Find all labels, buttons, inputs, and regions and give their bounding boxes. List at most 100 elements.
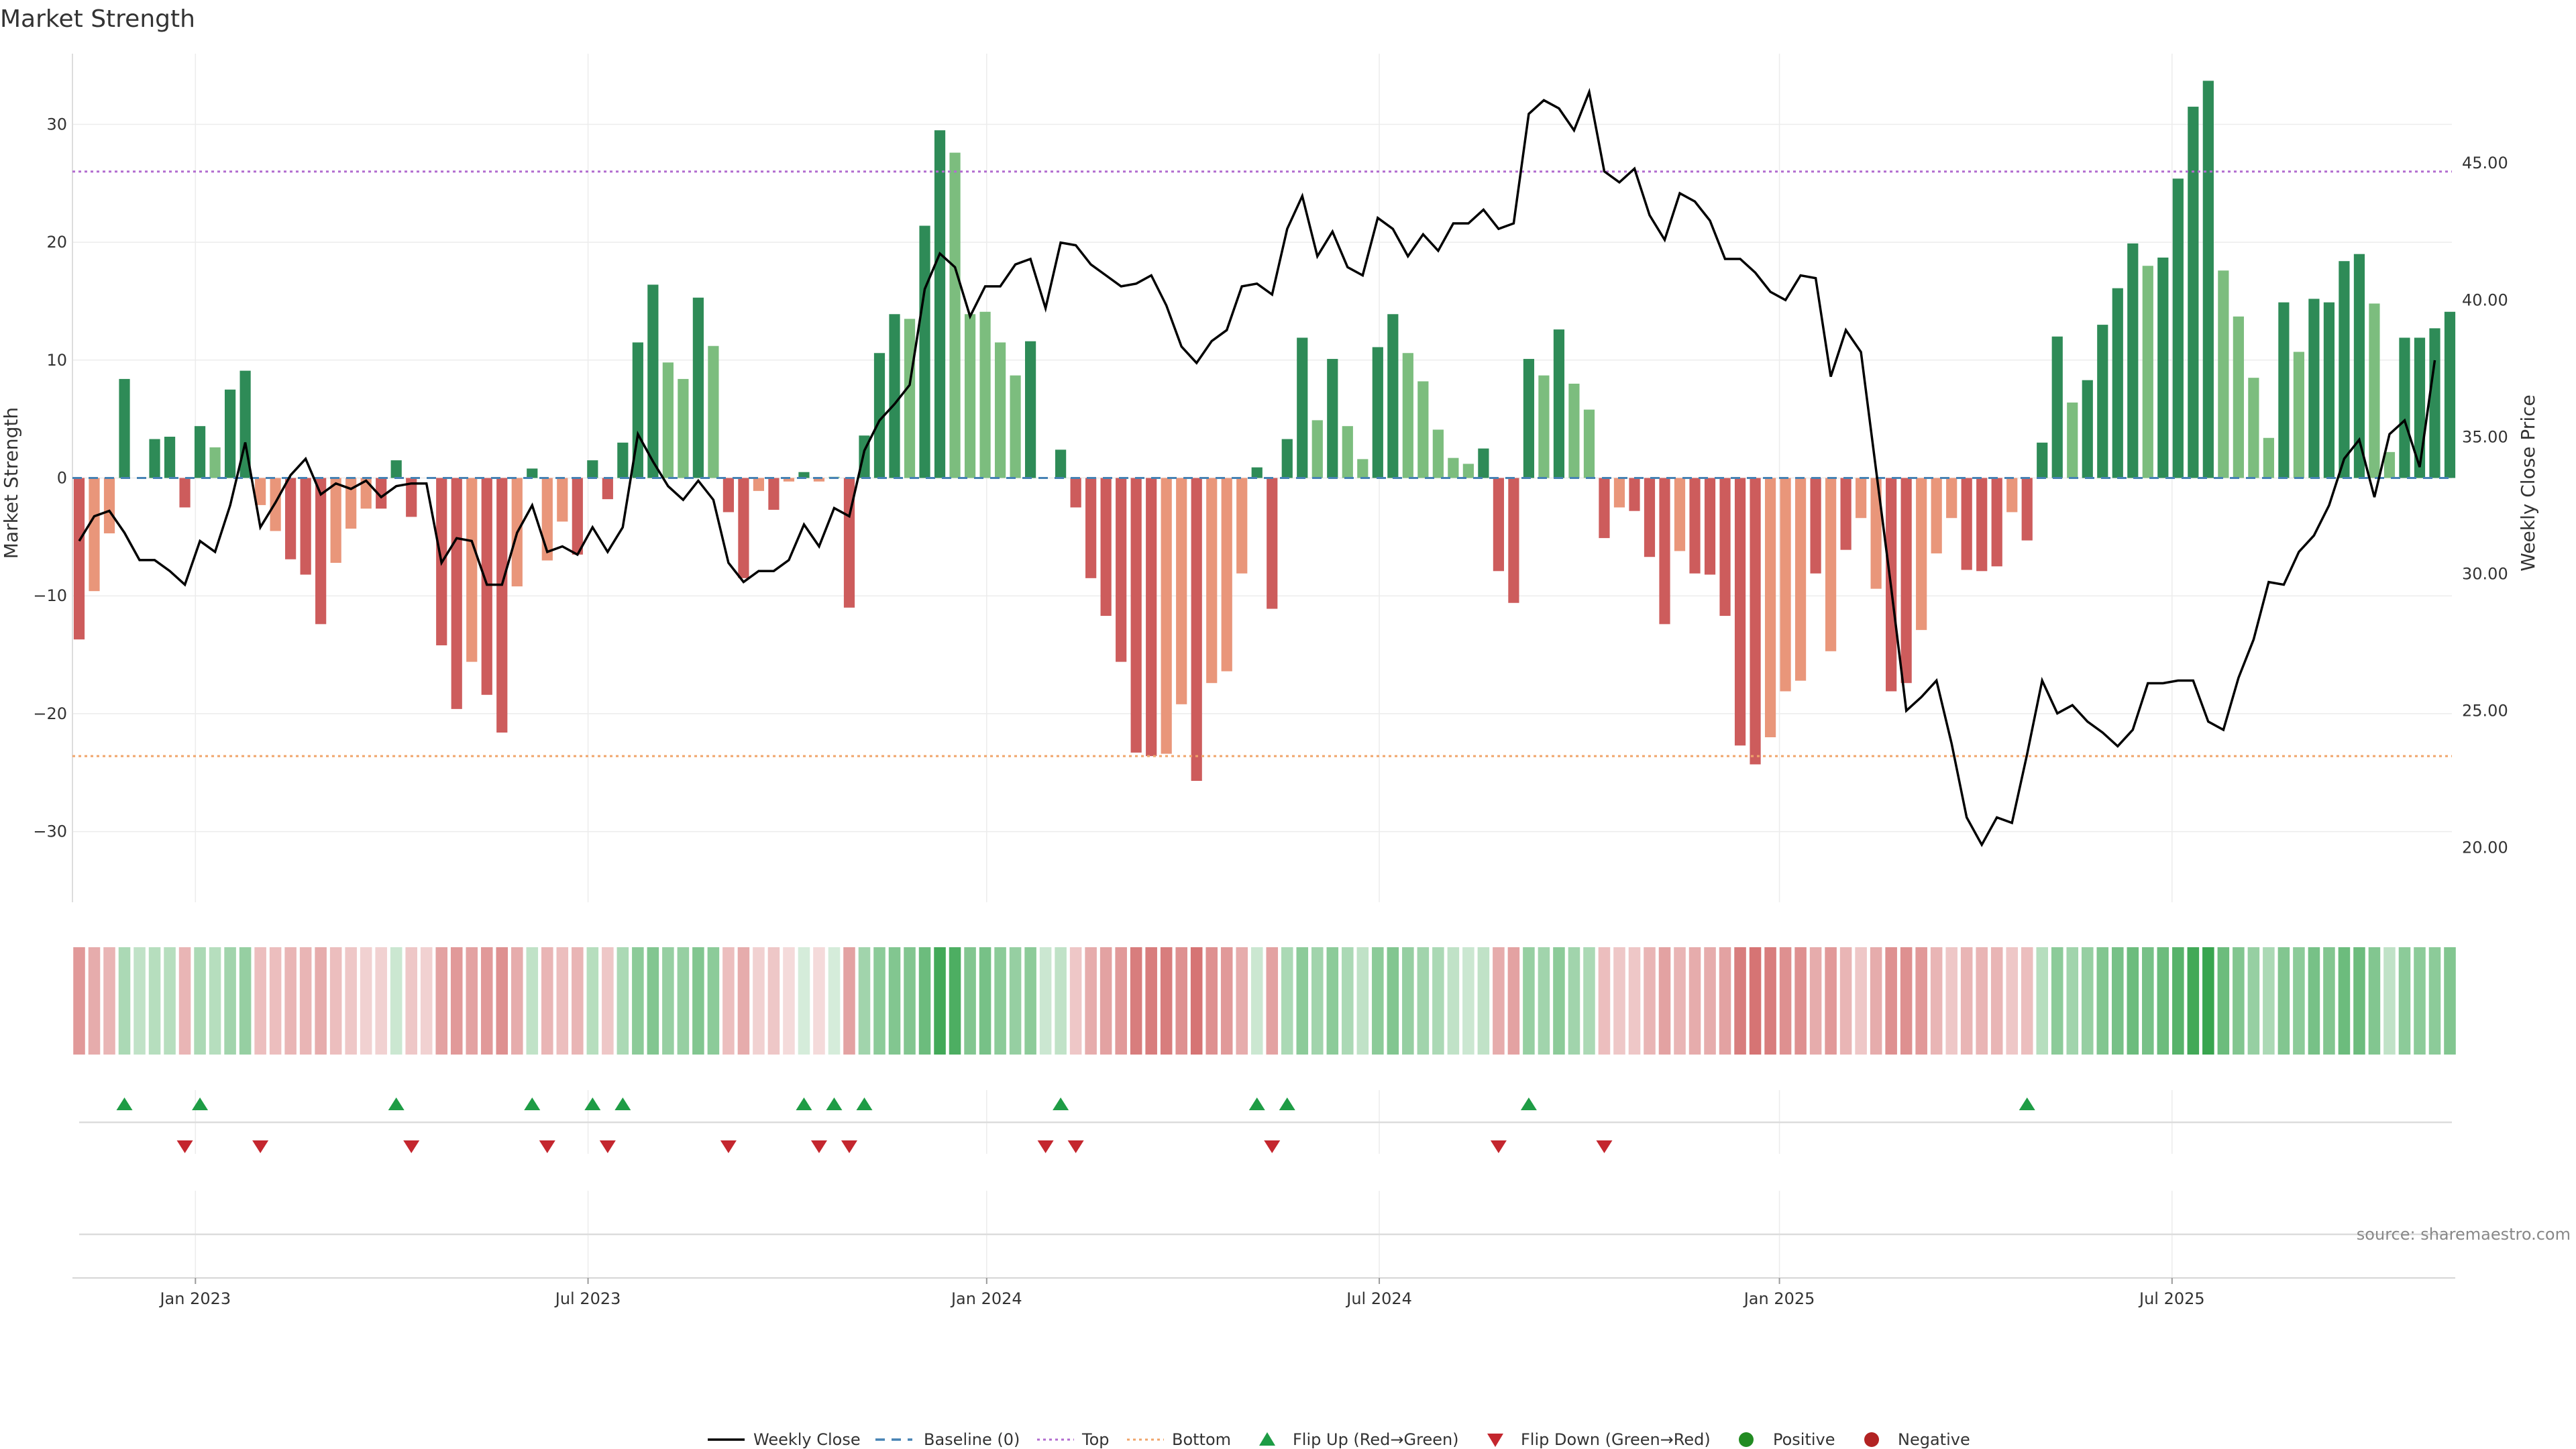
heat-cell <box>843 947 855 1055</box>
heat-cell <box>1175 947 1187 1055</box>
heat-cell <box>979 947 991 1055</box>
strength-bar <box>1281 439 1293 478</box>
strength-bar <box>1206 478 1218 684</box>
strength-bar <box>1794 478 1807 681</box>
heat-cell <box>1976 947 1988 1055</box>
heat-cell <box>2293 947 2305 1055</box>
strength-bar <box>1055 449 1067 478</box>
heat-cell <box>496 947 508 1055</box>
flip-down-marker <box>810 1140 827 1153</box>
heat-cell <box>511 947 523 1055</box>
heat-cell <box>556 947 569 1055</box>
strength-bar <box>1146 478 1157 757</box>
strength-bar <box>1764 478 1776 738</box>
flip-down-marker <box>1067 1140 1084 1153</box>
heat-cell <box>1749 947 1762 1055</box>
strength-bar <box>2112 288 2123 478</box>
left-tick-label: −20 <box>33 704 67 723</box>
heat-cell <box>1628 947 1641 1055</box>
heat-cell <box>2096 947 2109 1055</box>
heat-cell <box>1809 947 1822 1055</box>
heat-cell <box>1447 947 1460 1055</box>
heat-cell <box>1644 947 1656 1055</box>
legend-positive: Positive <box>1773 1430 1835 1449</box>
strength-bar <box>1840 478 1851 550</box>
heat-cell <box>1885 947 1897 1055</box>
heat-cell <box>1870 947 1882 1055</box>
strength-bar <box>979 311 991 478</box>
heat-cell <box>435 947 448 1055</box>
strength-bar <box>678 378 689 478</box>
strength-bar <box>2188 107 2199 478</box>
x-axis-ticks: Jan 2023 Jul 2023 Jan 2024 Jul 2024 Jan 2025… <box>158 1278 2205 1308</box>
strength-bar <box>949 152 961 478</box>
strength-bar <box>1267 478 1278 609</box>
legend-flip-down: Flip Down (Green→Red) <box>1521 1430 1711 1449</box>
strength-bar <box>1523 359 1535 478</box>
strength-bar <box>873 353 885 478</box>
heat-cell <box>707 947 720 1055</box>
heat-cell <box>1372 947 1384 1055</box>
heat-cell <box>1236 947 1248 1055</box>
heat-cell <box>2277 947 2290 1055</box>
heat-cell <box>1658 947 1671 1055</box>
strength-bar <box>481 478 492 695</box>
heat-cell <box>1839 947 1852 1055</box>
strength-bar <box>1704 478 1716 575</box>
strength-bar <box>647 284 659 478</box>
flip-up-marker <box>1248 1097 1265 1110</box>
legend-flip-down-swatch <box>1487 1434 1503 1447</box>
strength-bar <box>1176 478 1187 704</box>
heat-cell <box>1719 947 1731 1055</box>
heat-cell <box>1583 947 1595 1055</box>
strength-bar <box>2233 316 2244 478</box>
strength-bar <box>934 130 946 478</box>
right-tick-label: 40.00 <box>2462 290 2508 309</box>
right-tick-label: 25.00 <box>2462 701 2508 720</box>
heat-cell <box>315 947 327 1055</box>
heat-cell <box>1930 947 1943 1055</box>
right-tick-label: 30.00 <box>2462 564 2508 583</box>
heat-cell <box>2127 947 2139 1055</box>
strength-bar <box>722 478 735 513</box>
flip-up-marker <box>1279 1097 1295 1110</box>
strength-bar <box>2037 442 2048 478</box>
heat-cell <box>88 947 101 1055</box>
heat-cell <box>2233 947 2245 1055</box>
heat-cell <box>1296 947 1309 1055</box>
heat-cell <box>1266 947 1279 1055</box>
strength-bar <box>119 378 130 478</box>
flip-up-marker <box>2019 1097 2035 1110</box>
heat-cell <box>737 947 750 1055</box>
strength-bar <box>587 460 598 478</box>
strength-bar <box>813 478 825 482</box>
strength-bar <box>1236 478 1248 574</box>
legend-baseline: Baseline (0) <box>924 1430 1020 1449</box>
heat-cell <box>767 947 780 1055</box>
heat-cell <box>1432 947 1444 1055</box>
heat-cell <box>209 947 221 1055</box>
strength-bar <box>2369 303 2380 478</box>
x-tick-label: Jan 2024 <box>950 1289 1022 1308</box>
heat-cell <box>1039 947 1052 1055</box>
strength-bar <box>1342 426 1353 478</box>
heat-cell <box>1402 947 1414 1055</box>
heat-cell <box>2187 947 2200 1055</box>
heat-cell <box>964 947 976 1055</box>
strength-bar <box>1976 478 1988 572</box>
heat-cell <box>2112 947 2124 1055</box>
strength-bar <box>1689 478 1701 574</box>
strength-bar <box>1493 478 1505 572</box>
strength-bar <box>360 478 372 509</box>
right-tick-label: 45.00 <box>2462 154 2508 172</box>
heat-cell <box>480 947 493 1055</box>
strength-bar <box>1856 478 1867 519</box>
heat-cell <box>918 947 931 1055</box>
strength-bar <box>1221 478 1232 672</box>
strength-bar <box>2353 254 2365 478</box>
right-axis-label: Weekly Close Price <box>2517 394 2539 571</box>
heat-cell <box>1855 947 1867 1055</box>
left-tick-label: −10 <box>33 586 67 605</box>
heat-cell <box>813 947 825 1055</box>
reference-lines <box>72 170 2452 757</box>
